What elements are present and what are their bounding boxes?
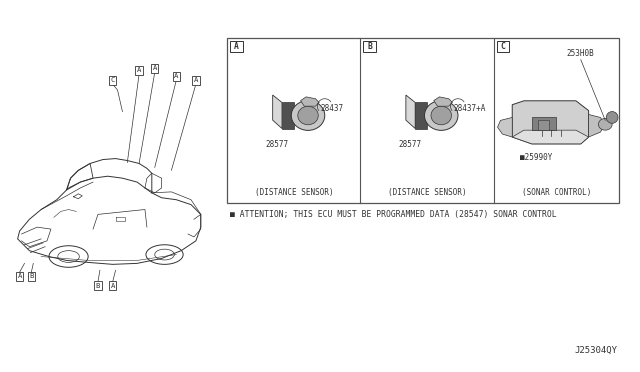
Polygon shape — [589, 115, 605, 137]
Text: A: A — [174, 73, 179, 79]
Text: C: C — [500, 42, 506, 51]
Text: (DISTANCE SENSOR): (DISTANCE SENSOR) — [388, 188, 467, 197]
Text: 28437: 28437 — [320, 103, 344, 113]
Text: A: A — [17, 273, 22, 279]
Text: 28577: 28577 — [266, 140, 289, 149]
Bar — [227, 38, 619, 203]
Text: A: A — [234, 42, 239, 51]
Polygon shape — [532, 118, 556, 130]
Text: A: A — [137, 67, 141, 73]
Text: 28577: 28577 — [399, 140, 422, 149]
Text: B: B — [367, 42, 372, 51]
Circle shape — [606, 112, 618, 123]
Bar — [364, 41, 376, 52]
Text: J25304QY: J25304QY — [574, 346, 617, 355]
Text: B: B — [96, 283, 100, 289]
Ellipse shape — [431, 106, 451, 125]
Bar — [230, 41, 243, 52]
Text: C: C — [111, 77, 115, 83]
Text: B: B — [29, 273, 33, 279]
Polygon shape — [273, 95, 282, 128]
Polygon shape — [301, 97, 319, 106]
Polygon shape — [497, 118, 512, 137]
Polygon shape — [434, 97, 452, 106]
Ellipse shape — [424, 100, 458, 130]
Bar — [497, 41, 509, 52]
Ellipse shape — [291, 100, 324, 130]
Polygon shape — [512, 101, 589, 144]
Bar — [538, 121, 550, 130]
Polygon shape — [415, 102, 428, 128]
Polygon shape — [512, 130, 589, 144]
Ellipse shape — [598, 118, 612, 130]
Text: (DISTANCE SENSOR): (DISTANCE SENSOR) — [255, 188, 333, 197]
Text: 28437+A: 28437+A — [454, 103, 486, 113]
Polygon shape — [406, 95, 415, 128]
Text: 253H0B: 253H0B — [567, 49, 595, 58]
Text: A: A — [194, 77, 198, 83]
Text: ■25990Y: ■25990Y — [520, 153, 552, 161]
Text: A: A — [111, 283, 115, 289]
Text: ■ ATTENTION; THIS ECU MUST BE PROGRAMMED DATA (28547) SONAR CONTROL: ■ ATTENTION; THIS ECU MUST BE PROGRAMMED… — [230, 210, 557, 219]
Text: A: A — [152, 65, 157, 71]
Text: (SONAR CONTROL): (SONAR CONTROL) — [522, 188, 591, 197]
Polygon shape — [282, 102, 294, 128]
Ellipse shape — [298, 106, 318, 125]
